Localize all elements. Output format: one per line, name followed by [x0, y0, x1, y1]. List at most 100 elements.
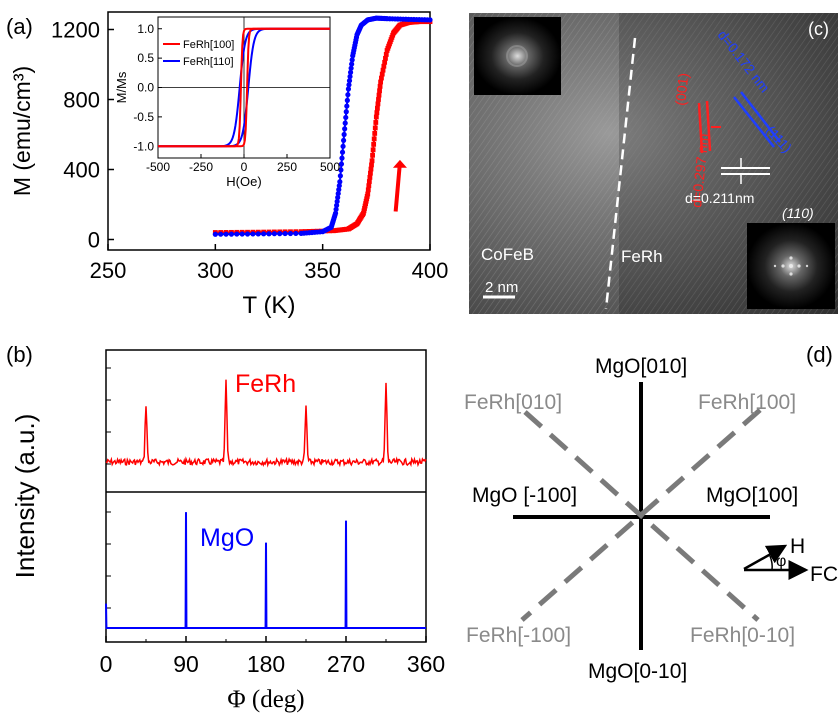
- y-axis-label: M (emu/cm³): [9, 66, 35, 196]
- data-point: [367, 174, 373, 180]
- x-axis-label: T (K): [243, 292, 296, 319]
- data-point: [371, 136, 377, 142]
- data-point: [337, 179, 343, 185]
- inset-x-label: H(Oe): [226, 174, 261, 189]
- inset-x-tick-label: 500: [320, 160, 340, 174]
- phi-arc: [769, 555, 773, 571]
- x-tick-label: 360: [407, 651, 445, 677]
- panel-label-b: (b): [6, 342, 33, 367]
- label-ferh-0-10: FeRh[0-10]: [690, 624, 795, 647]
- y-tick-label: 0: [88, 228, 100, 253]
- ferh-diagonal-1: [523, 410, 760, 622]
- label-mgo-0-10: MgO[0-10]: [588, 660, 687, 683]
- panel-label-d: (d): [806, 342, 833, 367]
- label-mgo-100: MgO[100]: [706, 484, 798, 507]
- x-tick-label: 0: [100, 651, 113, 677]
- inset-x-tick-label: 250: [277, 160, 297, 174]
- data-point: [250, 231, 256, 237]
- data-point: [344, 97, 350, 103]
- data-point: [334, 202, 340, 208]
- data-point: [345, 86, 352, 92]
- data-point: [337, 173, 343, 179]
- data-point: [373, 114, 379, 120]
- data-point: [343, 114, 349, 121]
- panel-label-a: (a): [6, 14, 33, 39]
- data-point: [342, 126, 348, 132]
- y-axis-label: Intensity (a.u.): [10, 414, 40, 579]
- label-ferh-100: FeRh[100]: [698, 391, 796, 414]
- blue-fringe-1: [733, 96, 775, 148]
- data-point: [362, 203, 368, 209]
- tem-plane-110: (110): [782, 205, 814, 221]
- data-point: [376, 92, 382, 98]
- inset-y-tick-label: -0.5: [133, 110, 154, 124]
- interface-line: [604, 37, 637, 310]
- data-point: [369, 162, 374, 168]
- data-point: [427, 17, 433, 23]
- data-point: [369, 158, 375, 164]
- tem-label-c: (c): [808, 19, 829, 39]
- data-point: [239, 231, 245, 237]
- red-arrow-annotation: [392, 159, 407, 212]
- data-point: [372, 125, 378, 131]
- data-point: [379, 71, 385, 77]
- data-point: [228, 231, 235, 237]
- data-point: [341, 131, 347, 138]
- data-point: [277, 231, 283, 237]
- data-point: [383, 55, 388, 61]
- mgo-phi-scan: [105, 512, 426, 629]
- data-point: [349, 61, 355, 67]
- data-point: [376, 97, 381, 102]
- ferh-diagonal-2: [520, 408, 762, 622]
- data-point: [271, 231, 277, 237]
- data-point: [380, 67, 386, 73]
- data-point: [332, 210, 339, 216]
- data-point: [363, 198, 369, 204]
- inset-x-tick-label: -500: [146, 160, 170, 174]
- data-point: [378, 79, 384, 85]
- data-point: [335, 194, 341, 201]
- data-point: [383, 52, 389, 57]
- data-point: [339, 149, 346, 155]
- data-point: [377, 88, 382, 94]
- y-tick-label: 1200: [51, 18, 100, 43]
- label-fc: FC: [810, 563, 838, 586]
- panel-a-main-chart: 250 300 350 400 0 400 800 1200 T (K) M (emu/cm³): [9, 11, 448, 319]
- data-point: [361, 210, 366, 216]
- data-point: [368, 170, 373, 176]
- data-point: [342, 120, 348, 126]
- inset-y-tick-label: 0.5: [137, 51, 154, 65]
- data-point: [261, 231, 267, 237]
- data-point: [244, 231, 251, 237]
- data-point: [371, 141, 377, 147]
- data-point: [373, 120, 379, 125]
- red-fringe-2: [705, 100, 712, 152]
- inset-y-label: M/Ms: [114, 71, 129, 103]
- data-point: [334, 198, 340, 205]
- tem-d-211: d=0.211nm: [685, 190, 754, 206]
- fft-inset-top-left: [474, 17, 561, 95]
- ferh-label: FeRh: [235, 370, 296, 398]
- data-point: [346, 78, 353, 84]
- inset-y-tick-label: 1.0: [137, 22, 154, 36]
- label-phi: φ: [776, 553, 786, 570]
- data-point: [365, 187, 371, 193]
- data-point: [382, 59, 388, 65]
- x-tick-label: 270: [327, 651, 365, 677]
- tem-ferh: FeRh: [621, 247, 663, 266]
- data-point: [364, 196, 370, 202]
- x-tick-label: 350: [304, 258, 341, 283]
- data-point: [372, 131, 378, 136]
- legend-entry: FeRh[100]: [183, 39, 234, 51]
- panel-a-inset-chart: -500 -250 0 250 500 -1.0 -0.5 0.0 0.5 1.0 H(Oe) M/M…: [114, 16, 340, 189]
- data-point: [379, 75, 384, 81]
- data-point: [335, 190, 341, 197]
- data-point: [340, 143, 346, 149]
- data-point: [339, 155, 345, 161]
- y-tick-label: 800: [63, 88, 100, 113]
- label-mgo-m100: MgO [-100]: [472, 484, 577, 507]
- data-point: [234, 231, 240, 237]
- inset-y-tick-label: -1.0: [133, 139, 154, 153]
- data-point: [345, 92, 351, 98]
- data-point: [293, 230, 299, 237]
